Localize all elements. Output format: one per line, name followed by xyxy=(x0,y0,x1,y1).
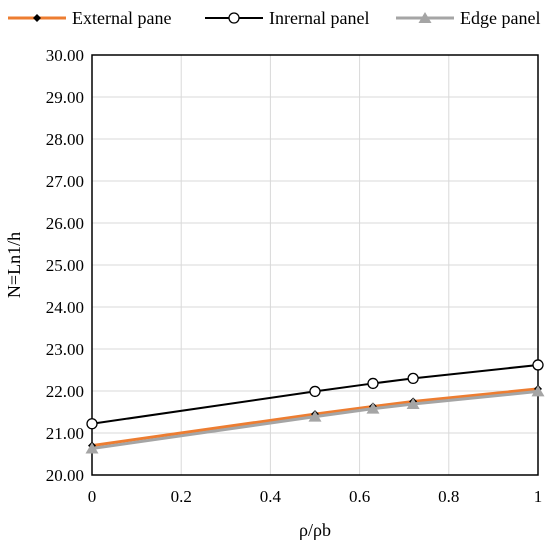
legend-item-1: Inrernal panel xyxy=(205,8,369,28)
y-tick-label: 27.00 xyxy=(46,172,84,191)
data-point-circle xyxy=(532,359,544,371)
data-point-triangle xyxy=(418,12,432,23)
y-tick-label: 23.00 xyxy=(46,340,84,359)
y-tick-label: 26.00 xyxy=(46,214,84,233)
data-point-triangle xyxy=(406,398,420,410)
y-tick-label: 28.00 xyxy=(46,130,84,149)
y-axis-title: N=Ln1/h xyxy=(4,232,24,298)
y-tick-label: 20.00 xyxy=(46,466,84,485)
legend-label: Edge panel xyxy=(460,8,540,28)
data-point-triangle xyxy=(85,442,99,454)
data-point-triangle xyxy=(366,402,380,414)
x-tick-label: 0.8 xyxy=(438,487,459,506)
y-tick-label: 22.00 xyxy=(46,382,84,401)
data-point-circle xyxy=(228,12,240,24)
legend-label: External pane xyxy=(72,8,171,28)
data-point-triangle xyxy=(531,385,545,397)
x-axis-title: ρ/ρb xyxy=(299,520,331,540)
legend-item-2: Edge panel xyxy=(396,8,540,28)
x-tick-label: 0 xyxy=(88,487,97,506)
data-point-circle xyxy=(367,377,379,390)
x-tick-label: 1 xyxy=(534,487,543,506)
legend-item-0: External pane xyxy=(8,8,171,28)
x-tick-label: 0.2 xyxy=(171,487,192,506)
data-point-diamond xyxy=(33,14,41,22)
data-point-circle xyxy=(86,418,98,430)
plot-area xyxy=(91,54,539,476)
x-tick-label: 0.6 xyxy=(349,487,370,506)
y-tick-label: 24.00 xyxy=(46,298,84,317)
data-point-circle xyxy=(309,385,321,398)
y-tick-label: 25.00 xyxy=(46,256,84,275)
series-1 xyxy=(86,359,544,430)
tick-labels: 20.00 21.00 22.00 23.00 24.00 25.00 26.00 27.00… xyxy=(46,46,543,506)
y-tick-label: 29.00 xyxy=(46,88,84,107)
series-lines xyxy=(85,359,545,454)
y-tick-label: 30.00 xyxy=(46,46,84,65)
legend-label: Inrernal panel xyxy=(269,8,369,28)
series-2 xyxy=(85,385,545,454)
x-tick-label: 0.4 xyxy=(260,487,282,506)
data-point-triangle xyxy=(308,410,322,422)
legend: External pane Inrernal panel Edge panel xyxy=(8,8,540,28)
data-point-circle xyxy=(407,372,419,385)
y-tick-label: 21.00 xyxy=(46,424,84,443)
